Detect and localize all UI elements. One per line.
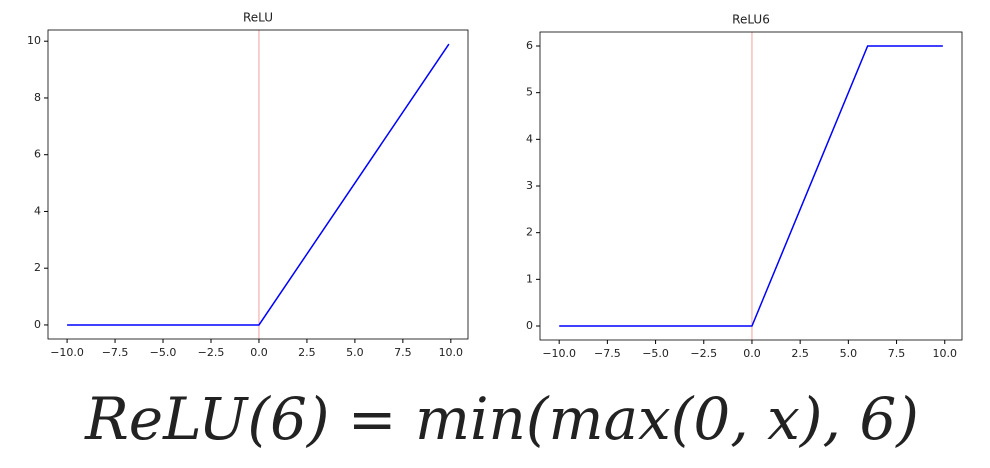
x-tick-label: −2.5 [690, 347, 717, 360]
x-tick-label: −5.0 [642, 347, 669, 360]
chart-title: ReLU [243, 11, 273, 25]
data-line [559, 45, 943, 327]
y-tick-label: 3 [526, 179, 533, 192]
y-tick-label: 2 [34, 261, 41, 274]
x-tick-label: 7.5 [394, 346, 412, 359]
x-tick-label: 7.5 [888, 347, 906, 360]
x-tick-label: −2.5 [198, 346, 225, 359]
x-tick-label: −5.0 [150, 346, 177, 359]
chart-title: ReLU6 [732, 13, 770, 27]
y-tick-label: 2 [526, 226, 533, 239]
y-tick-label: 1 [526, 272, 533, 285]
y-tick-label: 6 [526, 39, 533, 52]
axes-frame [47, 29, 469, 340]
x-tick-label: 5.0 [346, 346, 364, 359]
x-tick-label: −10.0 [50, 346, 84, 359]
x-tick-label: 0.0 [743, 347, 761, 360]
x-tick-label: −7.5 [594, 347, 621, 360]
y-tick-label: 5 [526, 86, 533, 99]
x-tick-label: 10.0 [932, 347, 957, 360]
x-tick-label: 0.0 [250, 346, 268, 359]
y-tick-label: 10 [27, 34, 41, 47]
y-tick-label: 8 [34, 91, 41, 104]
x-tick-label: 10.0 [439, 346, 464, 359]
formula: ReLU(6) = min(max(0, x), 6) [84, 385, 919, 453]
y-tick-label: 4 [34, 204, 41, 217]
x-tick-label: 2.5 [791, 347, 809, 360]
y-tick-label: 4 [526, 132, 533, 145]
y-tick-label: 0 [526, 319, 533, 332]
y-tick-label: 0 [34, 318, 41, 331]
x-tick-label: 2.5 [298, 346, 316, 359]
data-line [67, 43, 450, 326]
y-tick-label: 6 [34, 148, 41, 161]
x-tick-label: 5.0 [840, 347, 858, 360]
axes-frame [539, 31, 963, 341]
x-tick-label: −7.5 [102, 346, 129, 359]
x-tick-label: −10.0 [542, 347, 576, 360]
